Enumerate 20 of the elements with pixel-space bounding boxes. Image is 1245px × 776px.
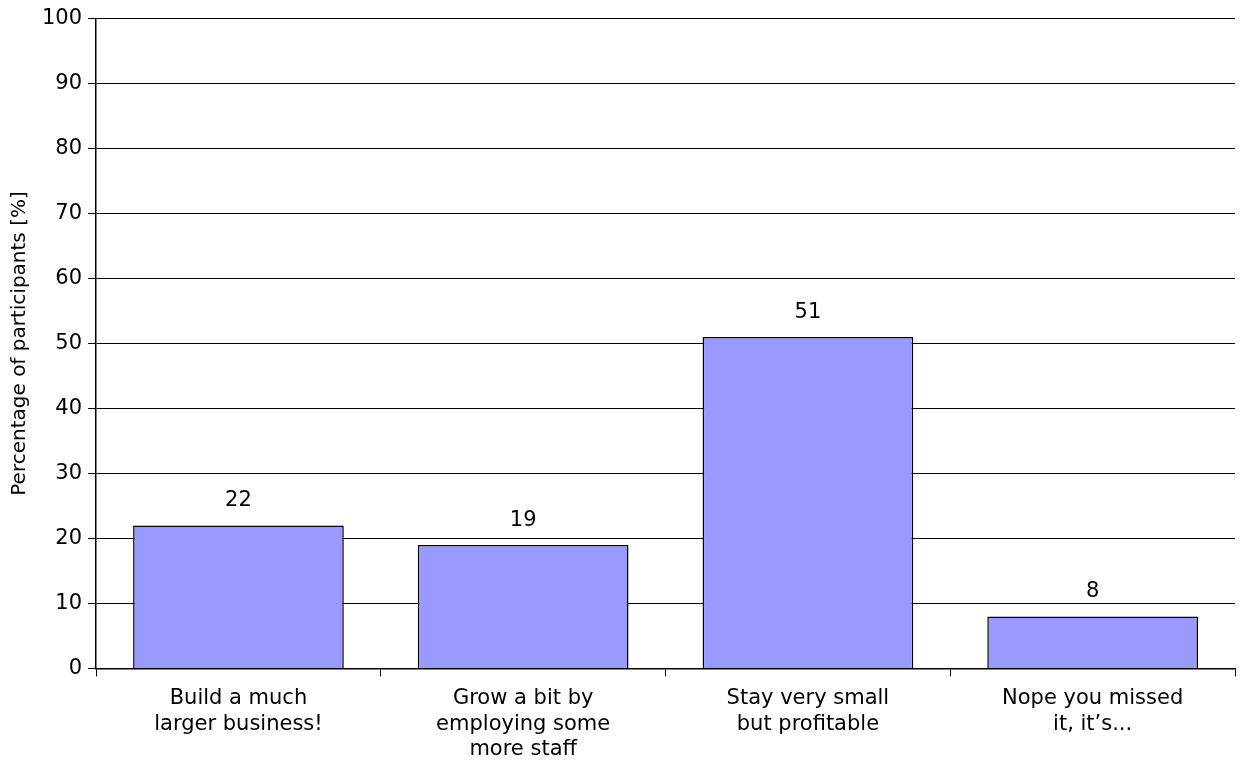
- x-tick-label: Nope you missed it, it’s...: [1002, 685, 1184, 735]
- y-tick-label: 50: [55, 329, 83, 354]
- y-tick-label: 60: [55, 264, 83, 289]
- y-tick-label: 100: [41, 5, 83, 30]
- y-tick-label: 90: [55, 70, 83, 95]
- y-tick-label: 80: [55, 135, 83, 160]
- y-tick-label: 10: [55, 589, 83, 614]
- x-tick-label: Grow a bit by employing some more staff: [436, 685, 611, 760]
- x-tick-label: Stay very small but profitable: [726, 685, 890, 735]
- data-label: 51: [794, 298, 822, 323]
- y-tick-label: 70: [55, 199, 83, 224]
- x-tick-label: Build a much larger business!: [154, 685, 323, 735]
- data-label: 22: [225, 487, 252, 512]
- data-label: 8: [1085, 578, 1100, 603]
- y-tick-label: 40: [55, 394, 83, 419]
- y-tick-label: 20: [55, 524, 83, 549]
- y-tick-label: 0: [68, 654, 83, 679]
- y-tick-label: 30: [55, 459, 83, 484]
- y-axis-title: Percentage of participants [%]: [6, 191, 31, 496]
- data-label: 19: [509, 506, 537, 531]
